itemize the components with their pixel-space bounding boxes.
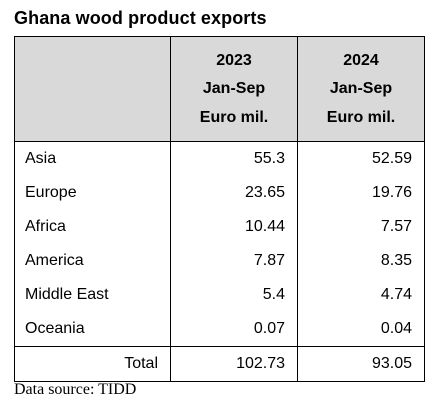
region-label: Oceania [14, 312, 171, 347]
total-2024: 93.05 [297, 346, 425, 382]
value-2023: 7.87 [170, 244, 298, 278]
region-label: Africa [14, 210, 171, 244]
header-year: 2023 [216, 52, 252, 69]
value-2023: 5.4 [170, 278, 298, 312]
header-period: Jan-Sep [329, 80, 393, 97]
header-2024-cell: 2024 Jan-Sep Euro mil. [297, 36, 425, 142]
table-title: Ghana wood product exports [14, 8, 267, 28]
region-label: Asia [14, 141, 171, 176]
region-label: Middle East [14, 278, 171, 312]
value-2023: 23.65 [170, 176, 298, 210]
value-2023: 55.3 [170, 141, 298, 176]
value-2024: 19.76 [297, 176, 425, 210]
value-2024: 7.57 [297, 210, 425, 244]
region-label: America [14, 244, 171, 278]
value-2023: 10.44 [170, 210, 298, 244]
data-source-note: Data source: TIDD [14, 381, 137, 398]
value-2023: 0.07 [170, 312, 298, 347]
table-row: Asia 55.3 52.59 [14, 141, 425, 176]
header-unit: Euro mil. [326, 109, 396, 126]
value-2024: 0.04 [297, 312, 425, 347]
total-row: Total 102.73 93.05 [14, 346, 425, 382]
table-row: Europe 23.65 19.76 [14, 176, 425, 210]
value-2024: 52.59 [297, 141, 425, 176]
region-label: Europe [14, 176, 171, 210]
table-row: Middle East 5.4 4.74 [14, 278, 425, 312]
header-unit: Euro mil. [199, 109, 269, 126]
table-row: Africa 10.44 7.57 [14, 210, 425, 244]
header-empty-cell [14, 36, 171, 142]
total-label: Total [14, 346, 171, 382]
table-row: Oceania 0.07 0.04 [14, 312, 425, 347]
total-2023: 102.73 [170, 346, 298, 382]
value-2024: 4.74 [297, 278, 425, 312]
header-period: Jan-Sep [202, 80, 266, 97]
value-2024: 8.35 [297, 244, 425, 278]
table-row: America 7.87 8.35 [14, 244, 425, 278]
header-2023-cell: 2023 Jan-Sep Euro mil. [170, 36, 298, 142]
exports-table: 2023 Jan-Sep Euro mil. 2024 Jan-Sep Euro… [14, 36, 425, 382]
header-year: 2024 [343, 52, 379, 69]
header-row: 2023 Jan-Sep Euro mil. 2024 Jan-Sep Euro… [14, 36, 425, 142]
